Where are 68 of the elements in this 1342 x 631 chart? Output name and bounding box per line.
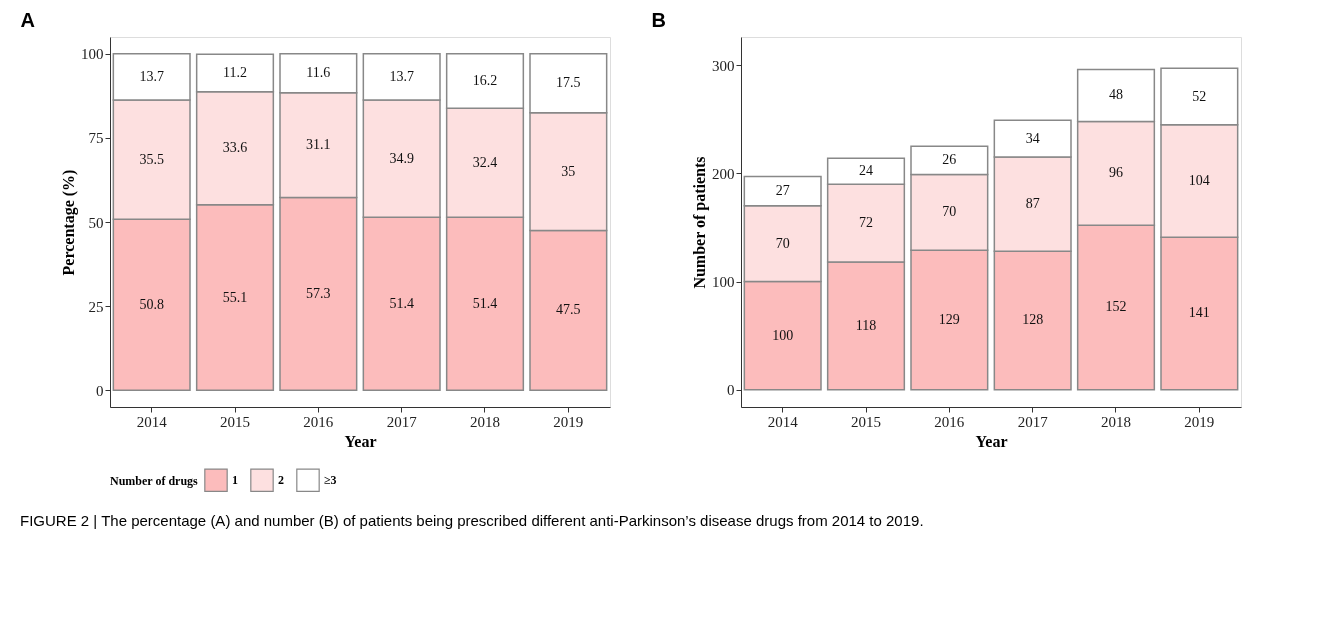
y-axis-title: Percentage (%) <box>60 169 78 276</box>
data-label: 17.5 <box>556 75 581 91</box>
data-label: 11.2 <box>223 64 247 80</box>
y-axis-title: Number of patients <box>691 156 709 289</box>
data-label: 33.6 <box>222 140 248 156</box>
data-label: 35.5 <box>139 151 164 167</box>
data-label: 48 <box>1109 87 1123 103</box>
data-label: 96 <box>1109 165 1123 181</box>
data-label: 87 <box>1025 196 1040 212</box>
x-axis-title: Year <box>344 432 377 450</box>
caption: FIGURE 2 | The percentage (A) and number (B) of patients being prescribed different anti-Parkinson’s disease drugs from 2014 to 2019. <box>20 512 924 529</box>
y-tick-label: 50 <box>88 214 104 231</box>
data-label: 51.4 <box>472 295 498 311</box>
x-tick-label: 2015 <box>220 413 250 430</box>
data-label: 16.2 <box>472 73 498 89</box>
data-label: 57.3 <box>306 285 331 301</box>
data-label: 11.6 <box>306 65 331 81</box>
x-tick-label: 2015 <box>851 413 881 430</box>
data-label: 55.1 <box>222 289 248 305</box>
x-tick-label: 2017 <box>1017 413 1049 430</box>
legend-label: 2 <box>278 473 284 488</box>
legend-title: Number of drugs <box>110 474 199 488</box>
x-tick-label: 2019 <box>553 413 584 430</box>
y-tick-label: 300 <box>712 57 735 74</box>
chart-title: A <box>20 9 35 31</box>
y-tick-label: 200 <box>712 165 735 182</box>
x-tick-label: 2018 <box>470 413 500 430</box>
chart-title: B <box>651 9 666 31</box>
legend-label: 1 <box>232 473 238 488</box>
data-label: 26 <box>942 152 957 168</box>
y-tick-label: 100 <box>81 46 104 63</box>
data-label: 13.7 <box>389 68 414 84</box>
x-axis-title: Year <box>975 432 1008 450</box>
data-label: 32.4 <box>472 154 498 170</box>
data-label: 50.8 <box>139 296 164 312</box>
y-tick-label: 25 <box>88 298 104 315</box>
data-label: 51.4 <box>389 295 414 311</box>
x-tick-label: 2018 <box>1101 413 1131 430</box>
legend-label: ≥3 <box>324 473 337 488</box>
y-tick-label: 0 <box>727 382 735 399</box>
data-label: 24 <box>859 163 873 179</box>
data-label: 152 <box>1105 299 1127 315</box>
x-tick-label: 2014 <box>767 413 799 430</box>
data-label: 128 <box>1022 312 1044 328</box>
x-tick-label: 2017 <box>386 413 418 430</box>
data-label: 141 <box>1188 305 1210 321</box>
x-tick-label: 2019 <box>1184 413 1215 430</box>
data-label: 35 <box>561 163 576 179</box>
y-tick-label: 100 <box>712 274 735 290</box>
data-label: 129 <box>938 311 960 327</box>
data-label: 52 <box>1192 88 1207 104</box>
data-label: 70 <box>942 204 957 220</box>
x-tick-label: 2014 <box>136 413 168 430</box>
data-label: 13.7 <box>139 68 164 84</box>
data-label: 70 <box>775 235 790 251</box>
data-label: 72 <box>859 215 873 231</box>
data-label: 47.5 <box>556 302 581 318</box>
x-tick-label: 2016 <box>303 413 334 430</box>
data-label: 34.9 <box>389 150 414 166</box>
data-label: 100 <box>772 327 794 343</box>
data-label: 118 <box>855 317 877 333</box>
y-tick-label: 75 <box>88 130 104 147</box>
data-label: 27 <box>775 183 790 199</box>
data-label: 31.1 <box>306 137 331 153</box>
x-tick-label: 2016 <box>934 413 965 430</box>
data-label: 34 <box>1025 130 1040 146</box>
y-tick-label: 0 <box>96 382 104 399</box>
data-label: 104 <box>1188 172 1210 188</box>
